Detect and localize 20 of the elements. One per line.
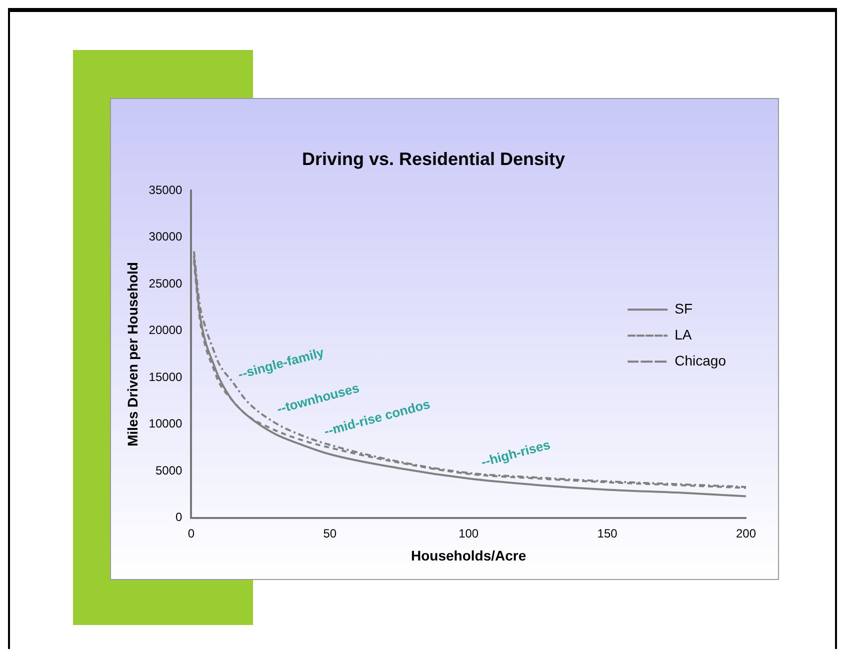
y-tick-label: 25000 [148, 276, 182, 290]
y-tick-label: 20000 [148, 323, 182, 338]
x-tick-label: 100 [458, 526, 479, 540]
y-tick-label: 35000 [148, 182, 182, 197]
x-tick-label: 200 [736, 526, 756, 540]
y-tick-label: 15000 [148, 370, 182, 384]
y-tick-label: 5000 [155, 463, 182, 478]
x-tick-label: 50 [323, 526, 337, 540]
legend-label: Chicago [674, 352, 726, 368]
y-tick-label: 30000 [148, 230, 182, 244]
x-tick-label: 150 [597, 526, 618, 540]
x-axis-title: Households/Acre [411, 547, 526, 564]
x-tick-label: 0 [188, 526, 195, 540]
annotation: --high-rises [480, 436, 552, 470]
legend-label: LA [674, 326, 692, 342]
y-tick-label: 0 [175, 510, 182, 524]
chart-title: Driving vs. Residential Density [302, 148, 566, 169]
y-axis-title: Miles Driven per Household [124, 262, 140, 446]
y-tick-label: 10000 [148, 416, 182, 431]
legend-label: SF [674, 300, 693, 316]
